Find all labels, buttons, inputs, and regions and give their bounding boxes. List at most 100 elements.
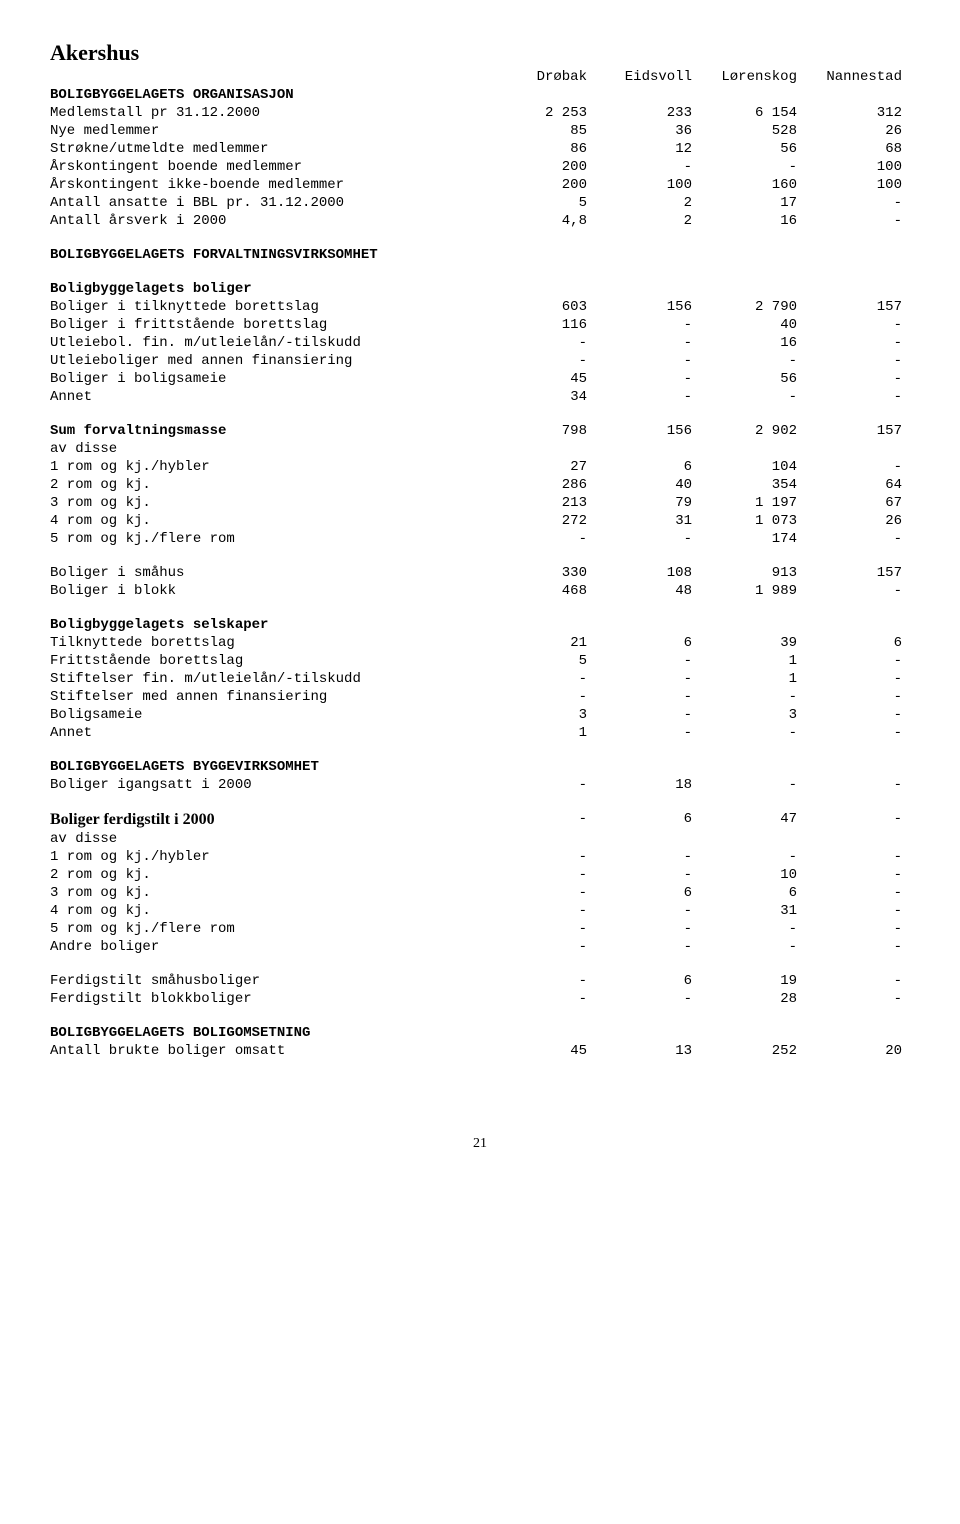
row-value: 39	[700, 634, 805, 652]
row-label: Årskontingent ikke-boende medlemmer	[50, 176, 490, 194]
row-label: Boliger i tilknyttede borettslag	[50, 298, 490, 316]
table-row: 1 rom og kj./hybler276104-	[50, 458, 910, 476]
row-value: 36	[595, 122, 700, 140]
row-label: Boligbyggelagets selskaper	[50, 616, 490, 634]
table-row: Utleiebol. fin. m/utleielån/-tilskudd--1…	[50, 334, 910, 352]
row-value: -	[490, 884, 595, 902]
row-value: Drøbak	[490, 68, 595, 86]
row-value	[700, 616, 805, 634]
row-value: -	[805, 706, 910, 724]
row-label: BOLIGBYGGELAGETS BOLIGOMSETNING	[50, 1024, 490, 1042]
row-value: 34	[490, 388, 595, 406]
row-label: Boliger i boligsameie	[50, 370, 490, 388]
row-value: -	[595, 848, 700, 866]
row-value	[595, 246, 700, 264]
row-value: -	[700, 158, 805, 176]
row-label: 4 rom og kj.	[50, 512, 490, 530]
row-value: 468	[490, 582, 595, 600]
row-label: 1 rom og kj./hybler	[50, 848, 490, 866]
row-value: 28	[700, 990, 805, 1008]
row-value: -	[805, 652, 910, 670]
row-value: -	[490, 920, 595, 938]
row-value	[700, 280, 805, 298]
row-value: 156	[595, 298, 700, 316]
row-value: 5	[490, 194, 595, 212]
row-value: 3	[490, 706, 595, 724]
row-value: 160	[700, 176, 805, 194]
row-value: 798	[490, 422, 595, 440]
row-label: Boliger i blokk	[50, 582, 490, 600]
row-value	[490, 280, 595, 298]
row-value	[595, 86, 700, 104]
row-label: 3 rom og kj.	[50, 884, 490, 902]
row-value: 13	[595, 1042, 700, 1060]
row-value: 2 902	[700, 422, 805, 440]
row-value: -	[490, 530, 595, 548]
row-value: 1	[700, 652, 805, 670]
row-value: -	[700, 688, 805, 706]
table-row: Strøkne/utmeldte medlemmer86125668	[50, 140, 910, 158]
table-row: 5 rom og kj./flere rom----	[50, 920, 910, 938]
row-value: 18	[595, 776, 700, 794]
row-value: -	[490, 352, 595, 370]
row-value: 6	[595, 810, 700, 830]
row-label: av disse	[50, 830, 490, 848]
table-row: DrøbakEidsvollLørenskogNannestad	[50, 68, 910, 86]
row-value: -	[805, 848, 910, 866]
table-row: Boliger i frittstående borettslag116-40-	[50, 316, 910, 334]
row-label: Ferdigstilt blokkboliger	[50, 990, 490, 1008]
table-row: BOLIGBYGGELAGETS ORGANISASJON	[50, 86, 910, 104]
row-value: -	[595, 158, 700, 176]
row-value: -	[805, 388, 910, 406]
row-value: -	[700, 776, 805, 794]
row-value: 26	[805, 512, 910, 530]
row-value	[700, 830, 805, 848]
row-value: -	[595, 334, 700, 352]
row-label: Antall ansatte i BBL pr. 31.12.2000	[50, 194, 490, 212]
table-row: 2 rom og kj.2864035464	[50, 476, 910, 494]
row-value: 100	[805, 158, 910, 176]
row-label: 5 rom og kj./flere rom	[50, 530, 490, 548]
row-label: Boliger igangsatt i 2000	[50, 776, 490, 794]
row-value: -	[595, 724, 700, 742]
row-value: -	[490, 776, 595, 794]
row-label: Utleiebol. fin. m/utleielån/-tilskudd	[50, 334, 490, 352]
row-value	[595, 758, 700, 776]
row-value: 40	[595, 476, 700, 494]
row-value: -	[595, 370, 700, 388]
row-label: 4 rom og kj.	[50, 902, 490, 920]
row-value: -	[700, 724, 805, 742]
data-table: DrøbakEidsvollLørenskogNannestadBOLIGBYG…	[50, 68, 910, 1076]
row-value: -	[805, 920, 910, 938]
row-label: Boligbyggelagets boliger	[50, 280, 490, 298]
row-value: 4,8	[490, 212, 595, 230]
row-value: -	[700, 352, 805, 370]
row-value: -	[700, 388, 805, 406]
row-value: 100	[805, 176, 910, 194]
row-label: Boligsameie	[50, 706, 490, 724]
table-row: 1 rom og kj./hybler----	[50, 848, 910, 866]
table-row: BOLIGBYGGELAGETS BYGGEVIRKSOMHET	[50, 758, 910, 776]
row-value: -	[595, 316, 700, 334]
row-value: 79	[595, 494, 700, 512]
row-label: BOLIGBYGGELAGETS BYGGEVIRKSOMHET	[50, 758, 490, 776]
table-row: Stiftelser med annen finansiering----	[50, 688, 910, 706]
row-label: Nye medlemmer	[50, 122, 490, 140]
row-value: -	[595, 688, 700, 706]
table-row: Medlemstall pr 31.12.20002 2532336 15431…	[50, 104, 910, 122]
table-row: Sum forvaltningsmasse7981562 902157	[50, 422, 910, 440]
row-value: -	[805, 724, 910, 742]
row-value	[595, 1024, 700, 1042]
row-label: Utleieboliger med annen finansiering	[50, 352, 490, 370]
row-value: -	[805, 352, 910, 370]
table-row: Nye medlemmer853652826	[50, 122, 910, 140]
row-value: -	[700, 920, 805, 938]
row-label: 5 rom og kj./flere rom	[50, 920, 490, 938]
row-value: 31	[700, 902, 805, 920]
row-value: Nannestad	[805, 68, 910, 86]
row-label: Antall årsverk i 2000	[50, 212, 490, 230]
row-value: -	[805, 866, 910, 884]
row-value: 6	[595, 972, 700, 990]
row-label: Stiftelser med annen finansiering	[50, 688, 490, 706]
row-value: -	[490, 972, 595, 990]
